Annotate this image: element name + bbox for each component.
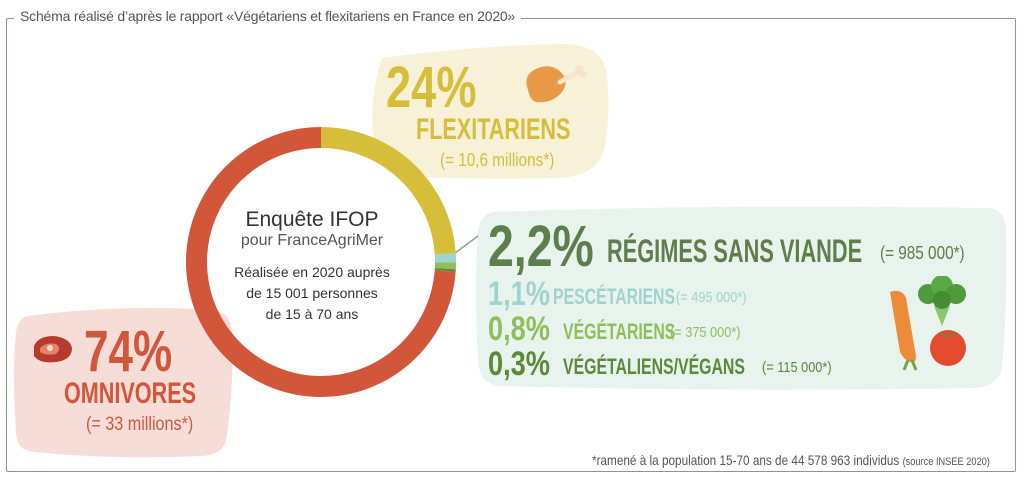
omnivores-count: (= 33 millions*) — [86, 414, 194, 435]
pescetariens-pct: 1,1% — [488, 275, 550, 313]
footnote-main: *ramené à la population 15-70 ans de 44 … — [592, 452, 900, 468]
carrot-icon — [890, 290, 918, 371]
donut-slice-végétaliens-végans — [434, 268, 456, 272]
center-line3: Réalisée en 2020 auprès — [234, 264, 390, 280]
vegetaliens-pct: 0,3% — [488, 345, 550, 383]
omnivores-label: OMNIVORES — [64, 377, 197, 410]
vegetariens-count: (= 375 000*) — [670, 324, 741, 341]
vegetariens-label: VÉGÉTARIENS — [563, 319, 676, 344]
tomato-icon — [930, 330, 966, 366]
sans-viande-label: RÉGIMES SANS VIANDE — [607, 233, 863, 269]
flexitariens-pct: 24% — [386, 55, 477, 120]
sans-viande-count: (= 985 000*) — [880, 243, 965, 263]
donut-slice-pescétariens — [434, 253, 456, 263]
vegetables-icon — [890, 276, 966, 371]
donut-slice-flexitariens — [321, 127, 456, 255]
vegetaliens-count: (= 115 000*) — [762, 359, 832, 376]
footnote-source: (source INSEE 2020) — [902, 456, 990, 468]
flexitariens-count: (= 10,6 millions*) — [440, 150, 555, 170]
figure-title: Schéma réalisé d’après le rapport «Végét… — [14, 8, 522, 24]
center-line1: Enquête IFOP — [245, 208, 379, 231]
vegetariens-pct: 0,8% — [488, 310, 550, 348]
omnivores-pct: 74% — [84, 319, 173, 384]
center-line5: de 15 à 70 ans — [265, 306, 359, 322]
broccoli-icon — [918, 276, 966, 326]
vegetaliens-label: VÉGÉTALIENS/VÉGANS — [563, 354, 745, 379]
chicken-drumstick-icon — [526, 65, 587, 103]
sans-viande-pct: 2,2% — [488, 214, 594, 279]
sans-viande-blob — [476, 206, 1007, 390]
pescetariens-label: PESCÉTARIENS — [553, 284, 676, 309]
steak-icon — [34, 336, 72, 363]
center-line4: de 15 001 personnes — [246, 285, 378, 301]
donut-chart — [186, 127, 456, 397]
donut-slice-végétariens — [434, 262, 456, 270]
flexitariens-label: FLEXITARIENS — [416, 113, 571, 146]
footnote-text: *ramené à la population 15-70 ans de 44 … — [592, 452, 990, 468]
pescetariens-count: (= 495 000*) — [676, 289, 747, 306]
center-line2: pour FranceAgriMer — [240, 232, 384, 249]
